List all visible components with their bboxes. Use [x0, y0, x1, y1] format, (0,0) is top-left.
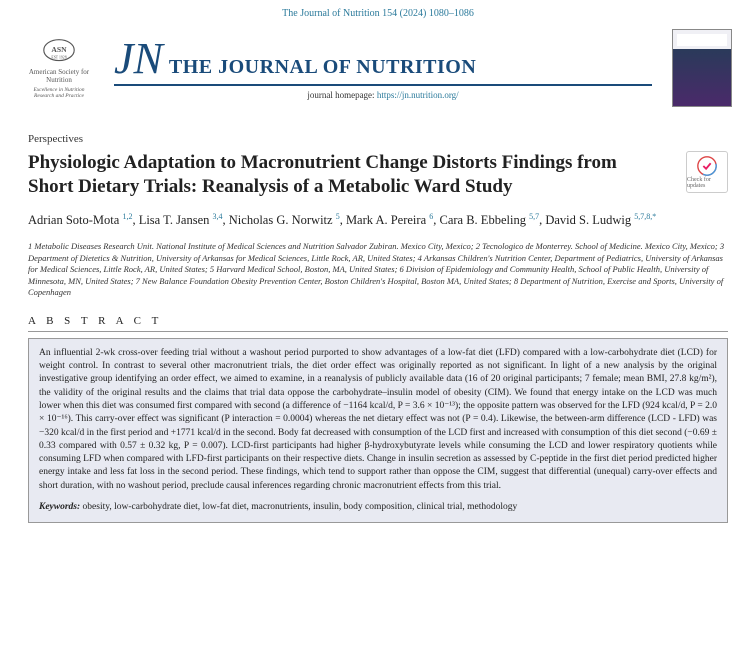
homepage-prefix: journal homepage: — [307, 90, 376, 100]
abstract-heading: A B S T R A C T — [28, 309, 728, 332]
author-list: Adrian Soto-Mota 1,2, Lisa T. Jansen 3,4… — [0, 199, 756, 236]
check-updates-icon — [696, 155, 718, 177]
journal-title-block: JN THE JOURNAL OF NUTRITION journal home… — [114, 37, 652, 100]
keywords-line: Keywords: obesity, low-carbohydrate diet… — [39, 501, 717, 514]
article-type: Perspectives — [0, 115, 756, 151]
article-title: Physiologic Adaptation to Macronutrient … — [28, 151, 686, 199]
keywords-label: Keywords: — [39, 502, 80, 512]
svg-text:EST 1928: EST 1928 — [51, 56, 66, 60]
top-citation: The Journal of Nutrition 154 (2024) 1080… — [0, 0, 756, 25]
journal-short-logo: JN — [114, 37, 163, 81]
journal-homepage-line: journal homepage: https://jn.nutrition.o… — [114, 90, 652, 100]
affiliations: 1 Metabolic Diseases Research Unit. Nati… — [0, 235, 756, 308]
society-name: American Society for Nutrition — [24, 69, 94, 84]
check-updates-label: Check for updates — [687, 177, 727, 189]
abstract-box: An influential 2-wk cross-over feeding t… — [28, 338, 728, 524]
keywords-text: obesity, low-carbohydrate diet, low-fat … — [80, 502, 517, 512]
homepage-link[interactable]: https://jn.nutrition.org/ — [377, 90, 459, 100]
journal-header: ASN EST 1928 American Society for Nutrit… — [0, 25, 756, 115]
svg-text:ASN: ASN — [51, 45, 67, 54]
asn-logo-icon: ASN EST 1928 — [40, 37, 78, 67]
check-updates-button[interactable]: Check for updates — [686, 151, 728, 193]
journal-full-title: THE JOURNAL OF NUTRITION — [169, 56, 476, 79]
journal-cover-thumbnail — [672, 29, 732, 107]
society-block: ASN EST 1928 American Society for Nutrit… — [24, 37, 94, 98]
abstract-body: An influential 2-wk cross-over feeding t… — [39, 348, 717, 491]
society-tagline: Excellence in Nutrition Research and Pra… — [24, 87, 94, 99]
